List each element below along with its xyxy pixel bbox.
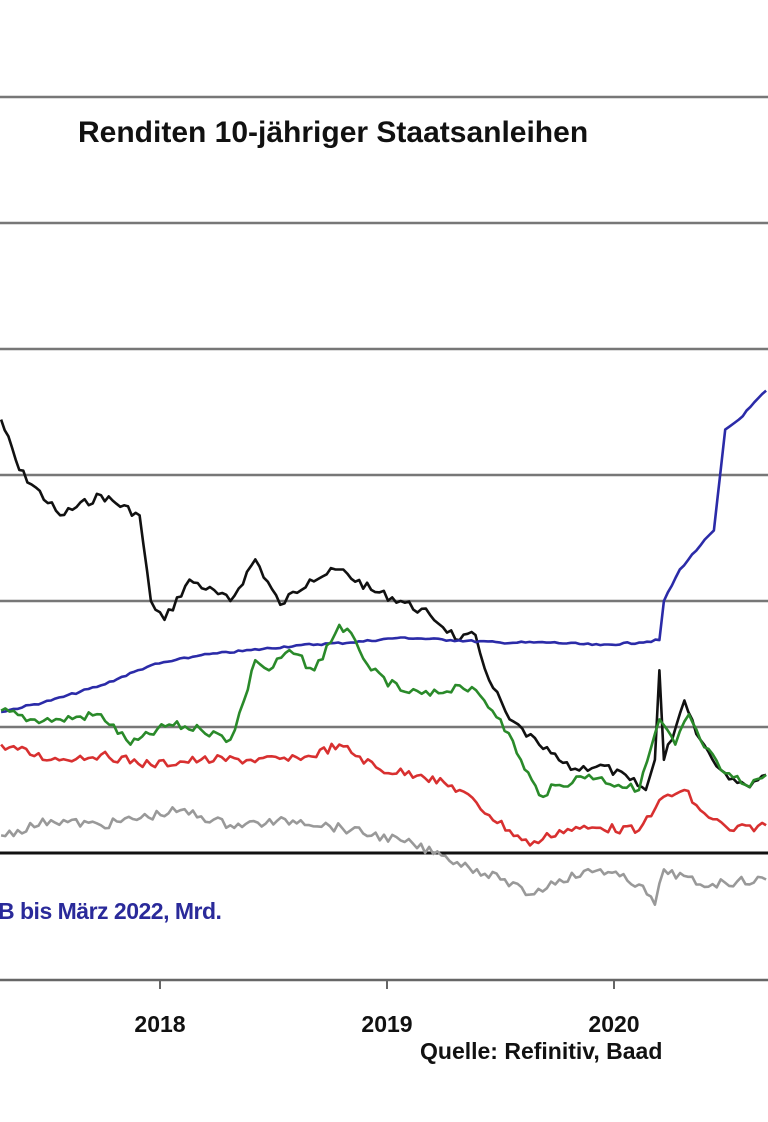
source-note: Quelle: Refinitiv, Baad bbox=[420, 1038, 663, 1064]
series-line-2 bbox=[0, 389, 767, 714]
series-lines bbox=[0, 389, 767, 907]
x-tick-label: 2018 bbox=[134, 1011, 185, 1037]
series-line-4 bbox=[0, 742, 767, 847]
series-line-5 bbox=[0, 806, 767, 907]
gridlines bbox=[0, 95, 768, 855]
x-tick-label: 2019 bbox=[361, 1011, 412, 1037]
x-tick-label: 2020 bbox=[588, 1011, 639, 1037]
chart-annotation: B bis März 2022, Mrd. bbox=[0, 898, 222, 924]
series-line-1 bbox=[0, 419, 767, 792]
series-line-3 bbox=[0, 623, 767, 799]
x-axis: 2018 2019 2020 bbox=[0, 978, 768, 1037]
chart-title: Renditen 10-jähriger Staatsanleihen bbox=[78, 116, 589, 149]
